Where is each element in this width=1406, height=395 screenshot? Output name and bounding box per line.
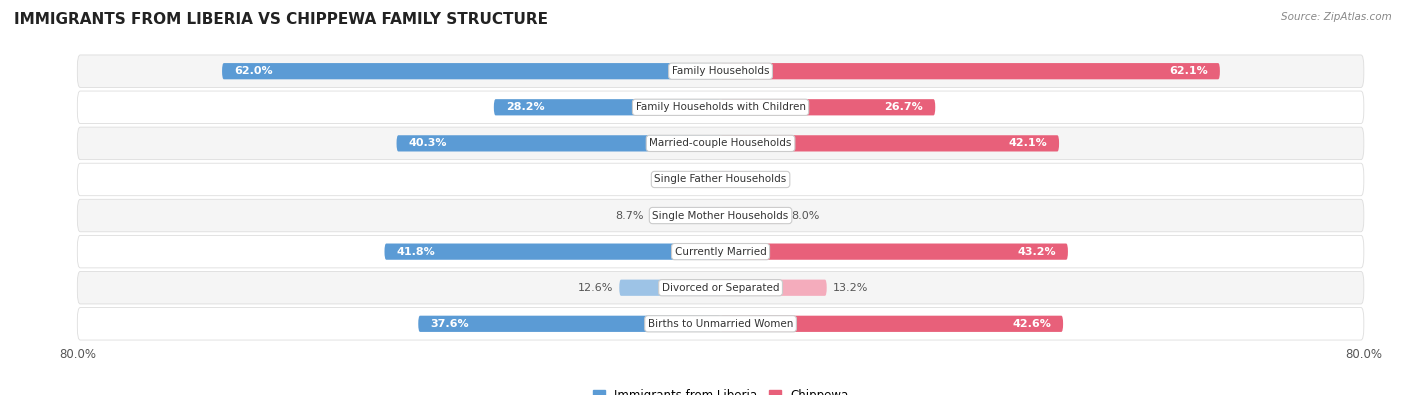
Text: 8.0%: 8.0% (792, 211, 820, 220)
FancyBboxPatch shape (721, 243, 1069, 260)
FancyBboxPatch shape (77, 271, 1364, 304)
Text: 28.2%: 28.2% (506, 102, 544, 112)
Text: Family Households with Children: Family Households with Children (636, 102, 806, 112)
Text: 8.7%: 8.7% (616, 211, 644, 220)
FancyBboxPatch shape (77, 308, 1364, 340)
FancyBboxPatch shape (721, 171, 745, 188)
FancyBboxPatch shape (721, 280, 827, 296)
FancyBboxPatch shape (619, 280, 721, 296)
FancyBboxPatch shape (77, 127, 1364, 160)
FancyBboxPatch shape (396, 135, 721, 152)
FancyBboxPatch shape (721, 135, 1059, 152)
Text: 2.5%: 2.5% (665, 175, 695, 184)
Text: 43.2%: 43.2% (1018, 246, 1056, 257)
FancyBboxPatch shape (77, 199, 1364, 232)
FancyBboxPatch shape (721, 316, 1063, 332)
Text: 13.2%: 13.2% (834, 283, 869, 293)
FancyBboxPatch shape (222, 63, 721, 79)
Text: Divorced or Separated: Divorced or Separated (662, 283, 779, 293)
Text: Single Father Households: Single Father Households (654, 175, 787, 184)
FancyBboxPatch shape (77, 163, 1364, 196)
FancyBboxPatch shape (651, 207, 721, 224)
Text: Births to Unmarried Women: Births to Unmarried Women (648, 319, 793, 329)
Text: 37.6%: 37.6% (430, 319, 470, 329)
FancyBboxPatch shape (721, 63, 1220, 79)
Text: 62.0%: 62.0% (235, 66, 273, 76)
Text: Family Households: Family Households (672, 66, 769, 76)
Text: 26.7%: 26.7% (884, 102, 924, 112)
Text: 40.3%: 40.3% (409, 138, 447, 149)
Text: 62.1%: 62.1% (1168, 66, 1208, 76)
Text: Single Mother Households: Single Mother Households (652, 211, 789, 220)
Text: 12.6%: 12.6% (578, 283, 613, 293)
FancyBboxPatch shape (384, 243, 721, 260)
FancyBboxPatch shape (77, 235, 1364, 268)
FancyBboxPatch shape (418, 316, 721, 332)
Text: Currently Married: Currently Married (675, 246, 766, 257)
FancyBboxPatch shape (77, 55, 1364, 87)
Legend: Immigrants from Liberia, Chippewa: Immigrants from Liberia, Chippewa (593, 389, 848, 395)
FancyBboxPatch shape (721, 207, 785, 224)
FancyBboxPatch shape (700, 171, 721, 188)
Text: IMMIGRANTS FROM LIBERIA VS CHIPPEWA FAMILY STRUCTURE: IMMIGRANTS FROM LIBERIA VS CHIPPEWA FAMI… (14, 12, 548, 27)
FancyBboxPatch shape (77, 91, 1364, 124)
Text: 3.1%: 3.1% (752, 175, 780, 184)
Text: Married-couple Households: Married-couple Households (650, 138, 792, 149)
Text: 42.1%: 42.1% (1008, 138, 1047, 149)
FancyBboxPatch shape (721, 99, 935, 115)
Text: 42.6%: 42.6% (1012, 319, 1052, 329)
Text: Source: ZipAtlas.com: Source: ZipAtlas.com (1281, 12, 1392, 22)
Text: 41.8%: 41.8% (396, 246, 436, 257)
FancyBboxPatch shape (494, 99, 721, 115)
